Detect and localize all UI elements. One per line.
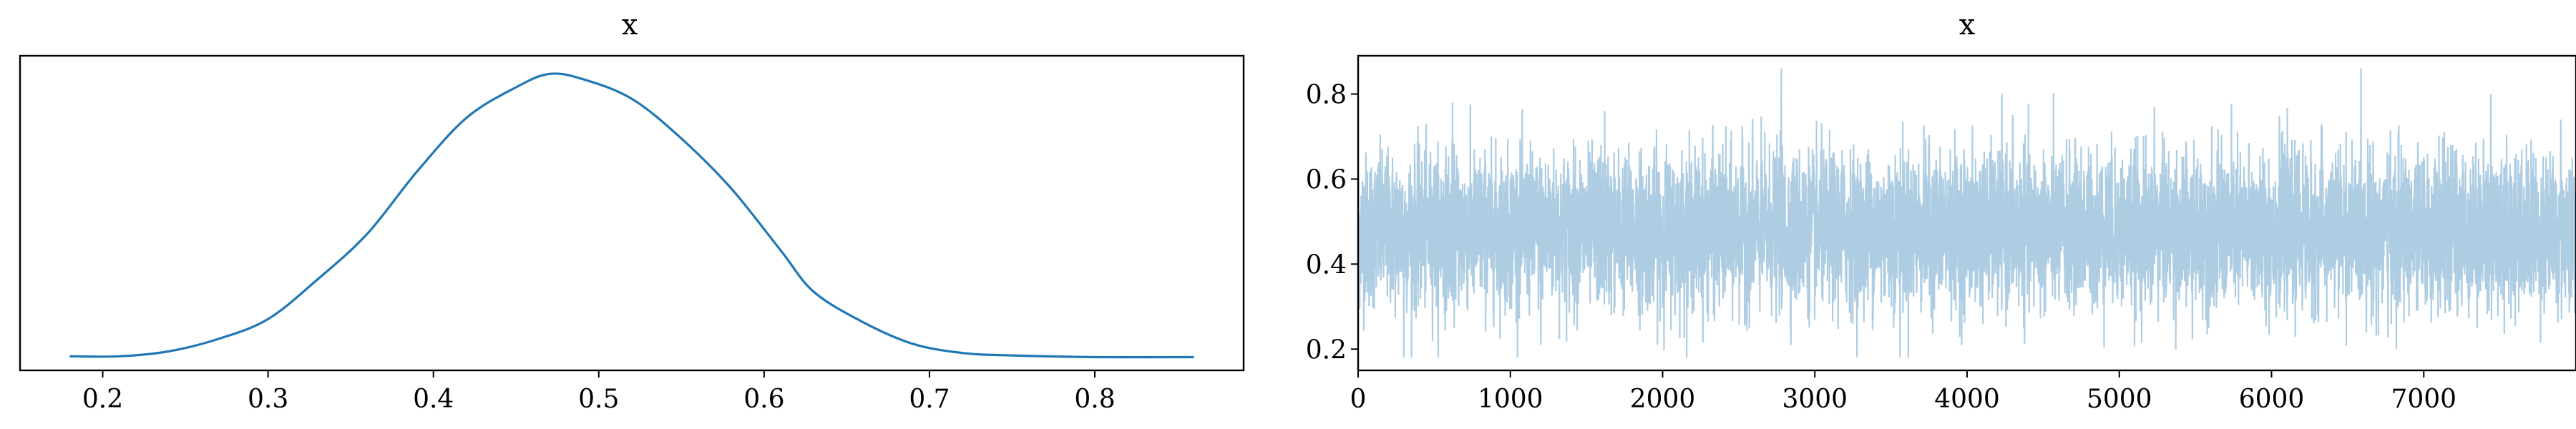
trace-x-tick-label: 2000 [1630,385,1696,414]
trace-x-tick-label: 3000 [1782,385,1848,414]
trace-x-tick-label: 5000 [2087,385,2152,414]
density-title: x [622,9,638,41]
trace-axes: 0 1000 2000 3000 4000 5000 6000 7000 0.2 0.4 0.6 0.… [1306,81,2457,414]
trace-title: x [1959,9,1976,41]
density-x-tick-label: 0.8 [1074,385,1115,414]
trace-y-tick-label: 0.6 [1306,165,1347,194]
density-curve [69,72,1194,359]
density-x-tick-label: 0.2 [82,385,123,414]
density-panel: x 0.2 0.3 0.4 0.5 0.6 0.7 0.8 [19,9,1245,414]
trace-marks [1357,68,2576,358]
density-x-tick-label: 0.5 [578,385,619,414]
trace-panel: x 0 1000 2000 3000 4000 5000 6000 7000 0.2 0.4 0.6… [1306,9,2576,414]
density-frame [19,54,1245,372]
trace-x-tick-label: 7000 [2391,385,2457,414]
trace-x-tick-label: 1000 [1478,385,1543,414]
trace-x-tick-label: 0 [1350,385,1367,414]
density-axes: 0.2 0.3 0.4 0.5 0.6 0.7 0.8 [82,370,1116,414]
density-x-tick-label: 0.3 [248,385,288,414]
density-marks [69,72,1194,359]
trace-x-tick-label: 4000 [1934,385,2000,414]
trace-y-tick-label: 0.2 [1306,335,1347,365]
trace-line [1357,68,2576,358]
density-x-tick-label: 0.7 [909,385,950,414]
density-x-tick-label: 0.6 [743,385,784,414]
density-x-tick-label: 0.4 [413,385,454,414]
trace-y-tick-label: 0.4 [1306,250,1347,280]
trace-x-tick-label: 6000 [2239,385,2305,414]
trace-y-tick-label: 0.8 [1306,81,1347,110]
trace-frame [1357,54,2576,372]
